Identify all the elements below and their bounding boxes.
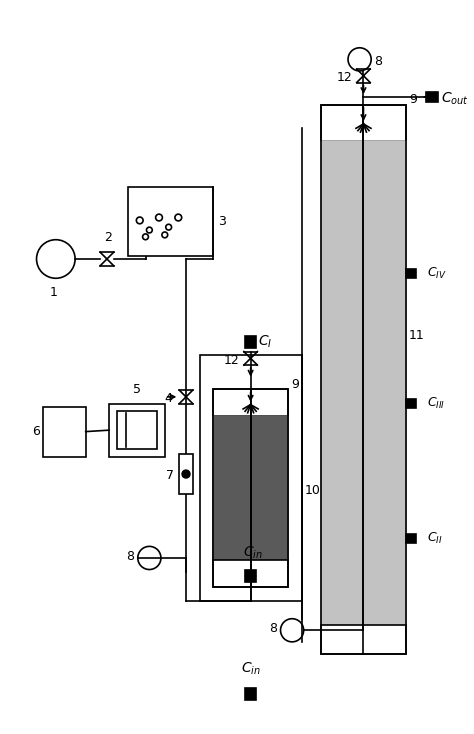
Text: 10: 10 (305, 484, 320, 497)
Polygon shape (48, 414, 58, 420)
Text: 5: 5 (133, 383, 141, 396)
Bar (245, 336, 256, 348)
Bar (321, 142, 406, 625)
Bar (245, 688, 256, 700)
Circle shape (143, 234, 148, 240)
Bar (213, 389, 288, 587)
Circle shape (162, 232, 168, 238)
Text: 9: 9 (409, 93, 417, 106)
Bar (321, 625, 406, 655)
Bar (201, 355, 302, 601)
Text: 12: 12 (223, 354, 239, 367)
Text: $C_{in}$: $C_{in}$ (241, 660, 261, 677)
Circle shape (166, 225, 172, 230)
Bar (213, 389, 288, 416)
Text: 6: 6 (32, 425, 39, 438)
Circle shape (146, 227, 152, 233)
Text: $C_{III}$: $C_{III}$ (427, 396, 446, 411)
Circle shape (138, 546, 161, 570)
Bar (321, 105, 406, 142)
Text: 1: 1 (50, 286, 58, 299)
Text: $C_{I}$: $C_{I}$ (258, 334, 273, 350)
Text: 2: 2 (104, 230, 112, 244)
Bar (213, 560, 288, 587)
Polygon shape (202, 198, 210, 204)
Text: $C_{out}$: $C_{out}$ (441, 91, 468, 107)
Text: 9: 9 (291, 378, 299, 391)
Text: $C_{IV}$: $C_{IV}$ (427, 266, 447, 281)
Circle shape (182, 470, 190, 478)
Bar (117, 411, 157, 449)
Bar (213, 416, 288, 560)
Text: 8: 8 (374, 55, 382, 68)
Bar (406, 534, 416, 543)
Circle shape (36, 240, 75, 278)
Text: $C_{in}$: $C_{in}$ (243, 545, 263, 561)
Circle shape (137, 217, 143, 224)
Bar (128, 186, 213, 256)
Circle shape (281, 619, 304, 642)
Circle shape (348, 48, 371, 71)
Bar (406, 399, 416, 408)
Text: 7: 7 (165, 470, 173, 482)
Text: 8: 8 (126, 550, 134, 562)
Text: 8: 8 (269, 622, 277, 635)
Text: 4: 4 (164, 393, 173, 405)
Bar (426, 92, 438, 102)
Text: $C_{II}$: $C_{II}$ (427, 531, 443, 546)
Bar (109, 404, 165, 457)
Text: 3: 3 (218, 215, 226, 228)
Bar (43, 407, 86, 457)
Circle shape (155, 214, 163, 221)
Bar (321, 105, 406, 655)
Bar (406, 269, 416, 278)
Bar (245, 570, 256, 582)
Text: 11: 11 (409, 329, 425, 342)
Bar (179, 454, 193, 494)
Circle shape (175, 214, 182, 221)
Text: 12: 12 (336, 71, 352, 84)
